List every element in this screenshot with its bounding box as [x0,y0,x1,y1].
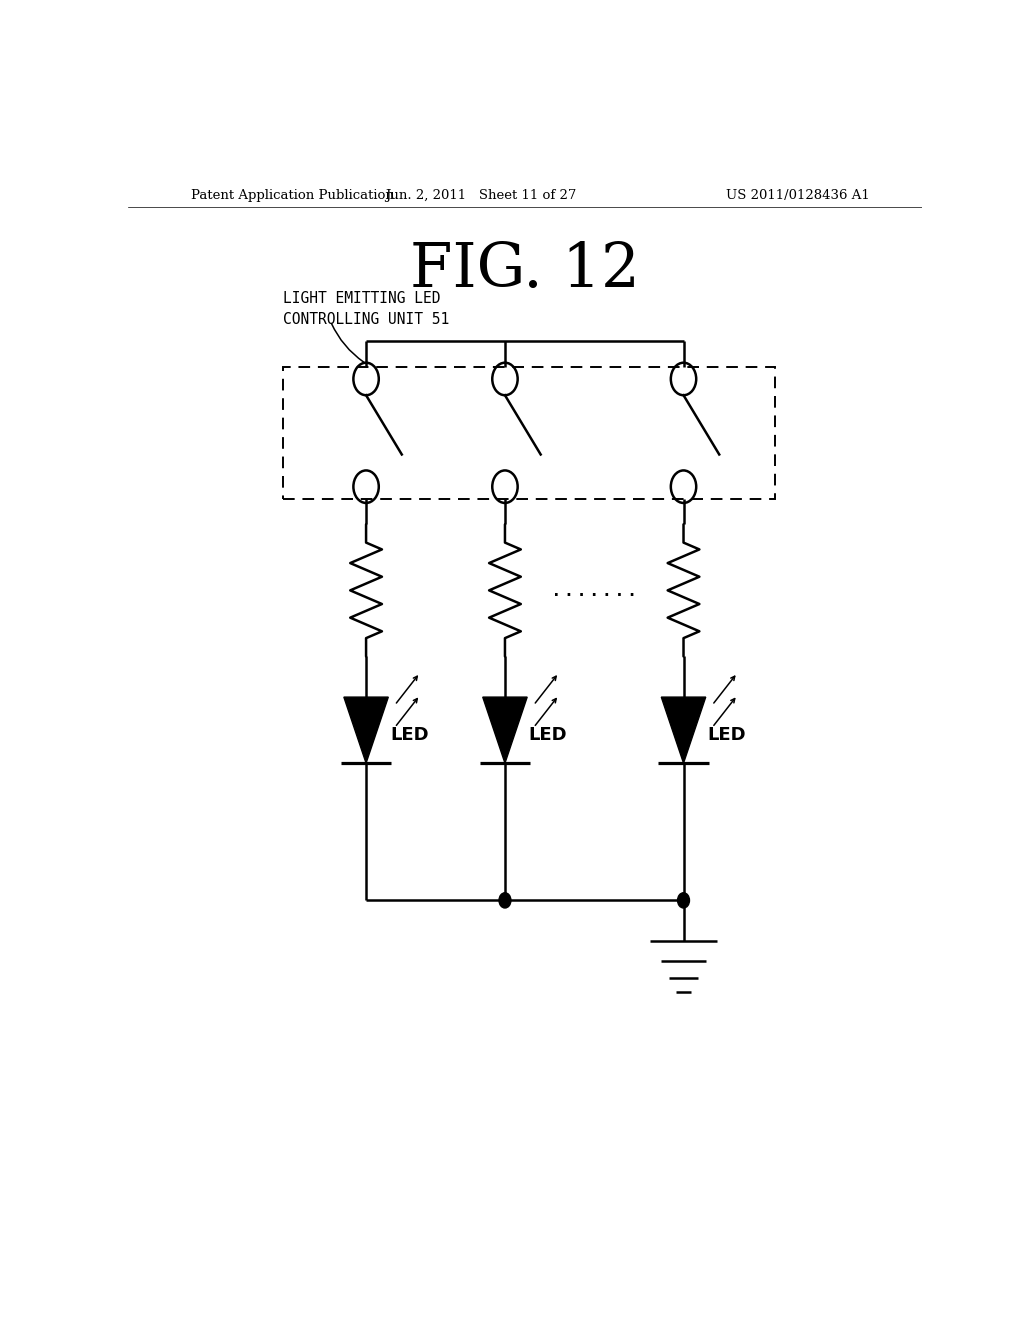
Polygon shape [482,697,527,763]
Circle shape [678,892,689,908]
Bar [283,367,775,499]
Text: LED: LED [708,726,745,744]
Text: FIG. 12: FIG. 12 [410,240,640,300]
Polygon shape [344,697,388,763]
Text: LIGHT EMITTING LED
CONTROLLING UNIT 51: LIGHT EMITTING LED CONTROLLING UNIT 51 [283,290,449,326]
Text: Patent Application Publication: Patent Application Publication [191,189,394,202]
Text: LED: LED [528,726,567,744]
Polygon shape [662,697,706,763]
Text: US 2011/0128436 A1: US 2011/0128436 A1 [726,189,870,202]
Circle shape [499,892,511,908]
Text: Jun. 2, 2011   Sheet 11 of 27: Jun. 2, 2011 Sheet 11 of 27 [385,189,577,202]
Text: .......: ....... [550,581,638,601]
Text: LED: LED [390,726,428,744]
